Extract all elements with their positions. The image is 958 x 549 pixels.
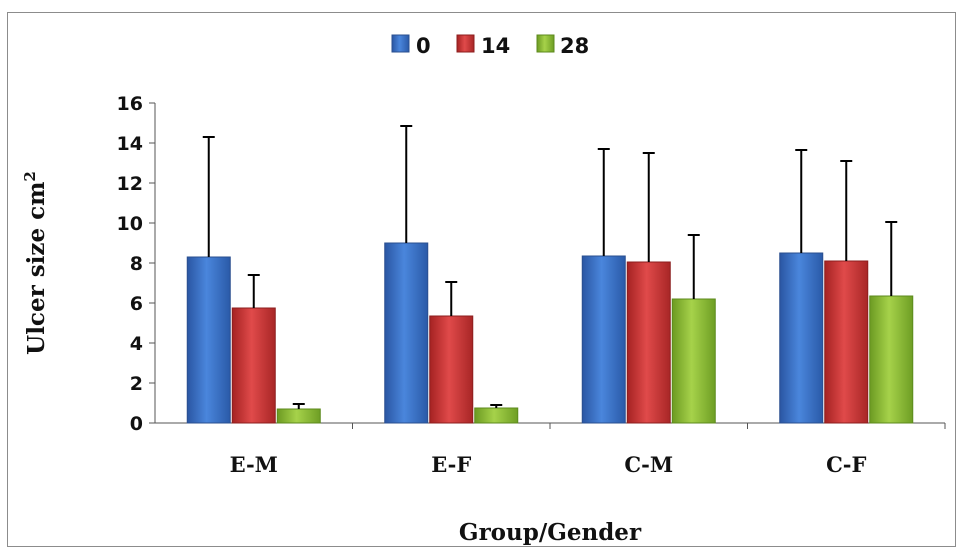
y-tick-label: 0 — [130, 413, 143, 435]
legend-label-2: 28 — [560, 34, 589, 58]
y-tick-label: 16 — [117, 93, 143, 115]
legend-label-1: 14 — [481, 34, 510, 58]
bar — [824, 260, 869, 424]
bar — [869, 295, 914, 424]
legend-swatch-2 — [536, 34, 555, 53]
y-tick-label: 12 — [117, 173, 143, 195]
bar — [671, 298, 716, 424]
legend-label-0: 0 — [416, 34, 431, 58]
y-tick-label: 2 — [130, 373, 143, 395]
x-tick-label: C-F — [826, 452, 866, 477]
bar — [186, 256, 231, 424]
plot-area: 0 2 4 6 8 10 12 14 16 E-M E-F C-M C-F — [117, 93, 946, 477]
bar — [779, 252, 824, 424]
bar — [581, 255, 626, 424]
x-axis-title: Group/Gender — [459, 519, 642, 546]
legend: 0 14 28 — [391, 34, 589, 58]
x-tick-label: E-M — [230, 452, 278, 477]
bar — [276, 408, 321, 424]
y-tick-label: 8 — [130, 253, 143, 275]
x-tick-label: C-M — [624, 452, 673, 477]
y-tick-label: 14 — [117, 133, 143, 155]
bar — [429, 315, 474, 424]
y-tick-label: 6 — [130, 293, 143, 315]
bar — [231, 307, 276, 424]
bar — [626, 261, 671, 424]
bar — [384, 242, 429, 424]
bar — [474, 407, 519, 424]
x-tick-label: E-F — [431, 452, 471, 477]
y-tick-label: 10 — [117, 213, 143, 235]
legend-swatch-0 — [391, 34, 410, 53]
legend-swatch-1 — [456, 34, 475, 53]
y-tick-label: 4 — [130, 333, 143, 355]
y-axis-title: Ulcer size cm2 — [21, 171, 50, 355]
